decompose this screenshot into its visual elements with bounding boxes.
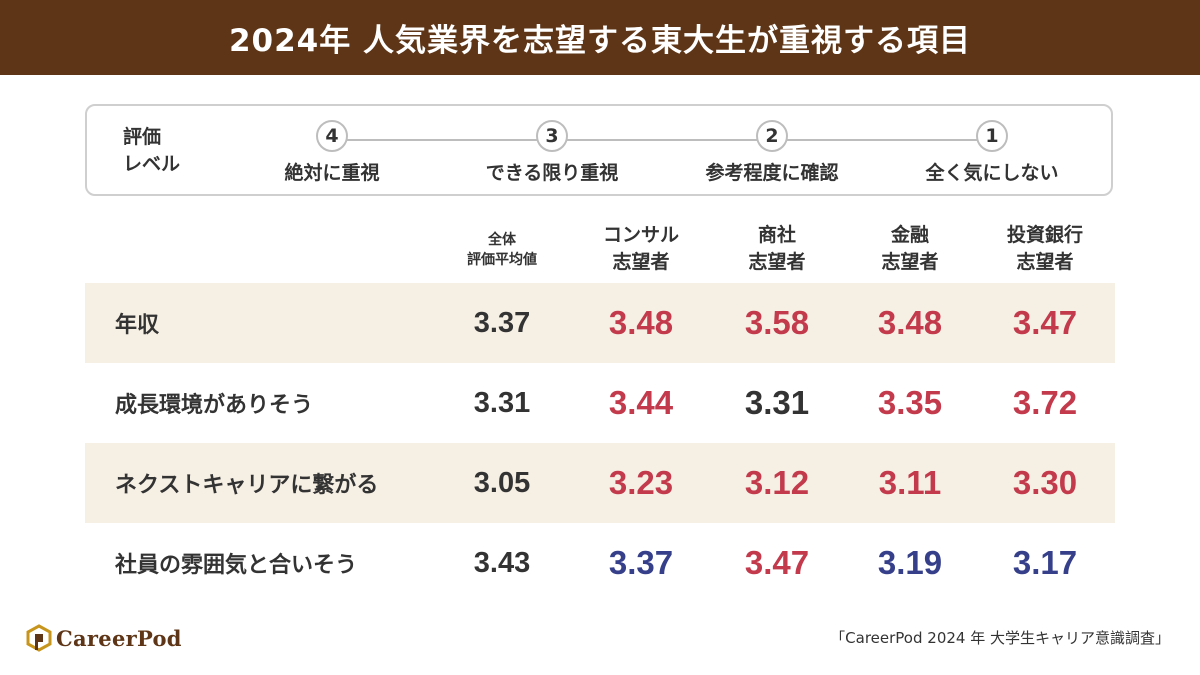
value-cell: 3.43 <box>473 546 531 579</box>
value-cell: 3.17 <box>1012 544 1078 581</box>
value-cell: 3.44 <box>608 384 674 421</box>
value-cell: 3.31 <box>744 384 810 421</box>
legend-connector-line <box>332 139 992 141</box>
legend-level-2: 2 参考程度に確認 <box>667 120 877 185</box>
row-label: 成長環境がありそう <box>115 393 314 418</box>
value-cell: 3.11 <box>878 464 942 501</box>
column-header-consulting: コンサル 志望者 <box>576 222 706 276</box>
legend-label-line2: レベル <box>123 153 181 175</box>
level-description: 絶対に重視 <box>284 162 380 184</box>
value-cell: 3.37 <box>473 306 531 339</box>
page-title: 2024年 人気業界を志望する東大生が重視する項目 <box>228 23 972 59</box>
logo-text: CareerPod <box>56 625 182 651</box>
careerpod-logo-icon <box>26 624 52 652</box>
legend-label-line1: 評価 <box>123 126 162 148</box>
value-cell: 3.05 <box>473 466 531 499</box>
row-label: ネクストキャリアに繋がる <box>115 473 379 498</box>
column-header-finance: 金融 志望者 <box>845 222 975 276</box>
column-header-line1: 金融 <box>890 224 929 246</box>
column-header-line2: 志望者 <box>748 251 806 273</box>
level-description: 全く気にしない <box>925 162 1059 184</box>
value-cell: 3.47 <box>1012 304 1078 341</box>
careerpod-logo: CareerPod <box>26 624 182 652</box>
value-cell: 3.47 <box>744 544 810 581</box>
value-cell: 3.23 <box>608 464 674 501</box>
value-cell: 3.12 <box>744 464 810 501</box>
level-number-circle: 1 <box>976 120 1008 152</box>
table-row-next-career: ネクストキャリアに繋がる 3.05 3.23 3.12 3.11 3.30 <box>85 443 1115 523</box>
value-cell: 3.48 <box>608 304 674 341</box>
value-cell: 3.30 <box>1012 464 1078 501</box>
table-row-annual-income: 年収 3.37 3.48 3.58 3.48 3.47 <box>85 283 1115 363</box>
column-header-line1: 商社 <box>757 224 796 246</box>
value-cell: 3.72 <box>1012 384 1078 421</box>
column-header-line1: 投資銀行 <box>1006 224 1083 246</box>
row-label: 社員の雰囲気と合いそう <box>115 553 358 578</box>
column-header-investment-bank: 投資銀行 志望者 <box>980 222 1110 276</box>
column-header-trading: 商社 志望者 <box>712 222 842 276</box>
value-cell: 3.35 <box>877 384 943 421</box>
value-cell: 3.58 <box>744 304 810 341</box>
legend-level-3: 3 できる限り重視 <box>447 120 657 185</box>
legend-level-1: 1 全く気にしない <box>887 120 1097 185</box>
column-header-line2: 志望者 <box>881 251 939 273</box>
value-cell: 3.48 <box>877 304 943 341</box>
level-number-circle: 4 <box>316 120 348 152</box>
level-description: できる限り重視 <box>485 162 619 184</box>
column-header-line2: 志望者 <box>612 251 670 273</box>
column-header-line2: 評価平均値 <box>467 252 537 268</box>
row-label: 年収 <box>115 313 160 338</box>
level-description: 参考程度に確認 <box>705 162 839 184</box>
value-cell: 3.31 <box>473 386 531 419</box>
legend-level-4: 4 絶対に重視 <box>227 120 437 185</box>
legend-label: 評価 レベル <box>123 124 180 178</box>
column-header-line2: 志望者 <box>1016 251 1074 273</box>
column-header-overall: 全体 評価平均値 <box>437 230 567 270</box>
level-number-circle: 3 <box>536 120 568 152</box>
table-row-growth-environment: 成長環境がありそう 3.31 3.44 3.31 3.35 3.72 <box>85 363 1115 443</box>
source-note: 「CareerPod 2024 年 大学生キャリア意識調査」 <box>830 629 1170 647</box>
rating-level-legend: 評価 レベル 4 絶対に重視 3 できる限り重視 2 参考程度に確認 1 全く気… <box>85 104 1113 196</box>
table-row-culture-fit: 社員の雰囲気と合いそう 3.43 3.37 3.47 3.19 3.17 <box>85 523 1115 603</box>
column-header-line1: 全体 <box>488 232 516 248</box>
value-cell: 3.37 <box>608 544 674 581</box>
column-header-line1: コンサル <box>602 224 679 246</box>
value-cell: 3.19 <box>877 544 943 581</box>
level-number-circle: 2 <box>756 120 788 152</box>
title-bar: 2024年 人気業界を志望する東大生が重視する項目 <box>0 0 1200 75</box>
